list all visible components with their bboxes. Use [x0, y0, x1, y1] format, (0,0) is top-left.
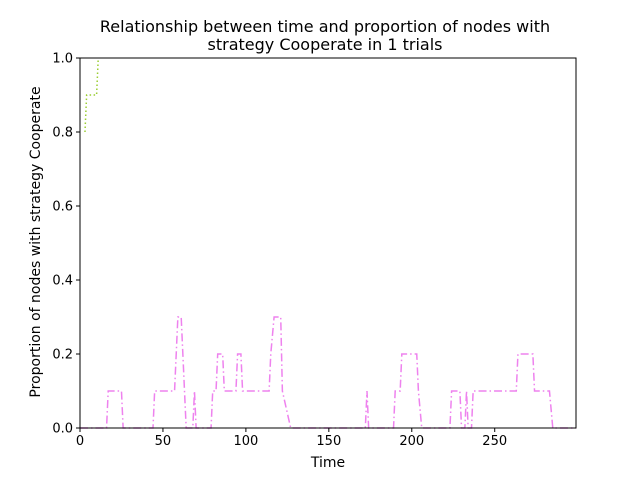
x-tick-label-200: 200: [399, 434, 424, 449]
y-tick-label-4: 0.8: [52, 126, 73, 141]
x-tick-label-50: 50: [155, 434, 172, 449]
chart-title-line-2: strategy Cooperate in 1 trials: [208, 35, 443, 54]
y-tick-label-3: 0.6: [52, 200, 73, 215]
series-line-1: [84, 57, 99, 133]
x-tick-label-150: 150: [316, 434, 341, 449]
x-tick-label-0: 0: [76, 434, 84, 449]
y-tick-label-0: 0.0: [52, 422, 73, 437]
y-tick-label-2: 0.4: [52, 274, 73, 289]
series-line-2: [80, 316, 576, 429]
x-axis-label: Time: [310, 455, 345, 471]
x-tick-label-100: 100: [233, 434, 258, 449]
x-tick-label-250: 250: [482, 434, 507, 449]
y-tick-label-1: 0.2: [52, 348, 73, 363]
y-tick-label-5: 1.0: [52, 52, 73, 67]
chart-title-line-1: Relationship between time and proportion…: [100, 17, 550, 36]
plot-frame: [79, 57, 577, 429]
y-axis-label: Proportion of nodes with strategy Cooper…: [28, 86, 44, 397]
